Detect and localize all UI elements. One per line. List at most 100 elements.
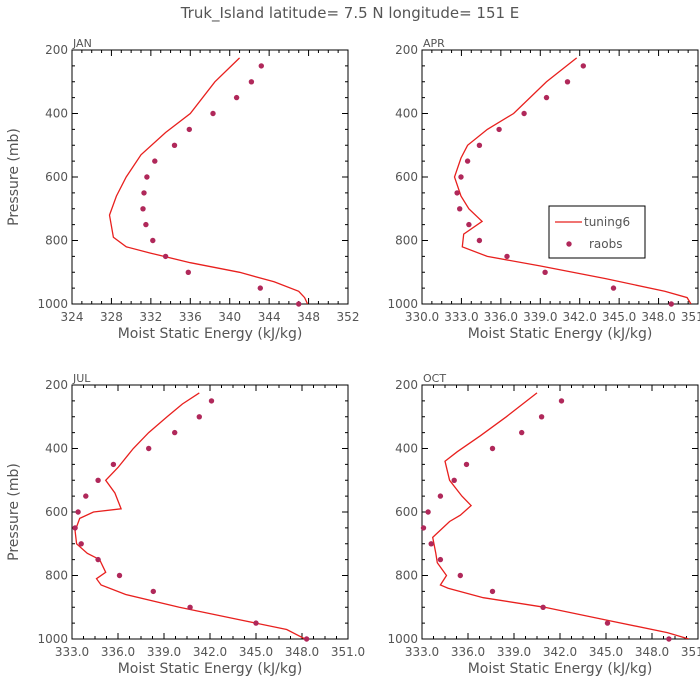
jan-xtick-label: 328 <box>100 310 123 324</box>
jul-xtick-label: 348.0 <box>285 645 319 659</box>
jul-y-axis-label: Pressure (mb) <box>6 463 22 561</box>
jan-point-raobs <box>186 126 192 133</box>
jan-ytick-label: 1000 <box>37 297 68 311</box>
oct-ytick-label: 1000 <box>387 632 418 646</box>
jul-line-tuning6 <box>74 392 306 639</box>
jan-point-raobs <box>162 253 169 260</box>
oct-xtick-label: 333.0 <box>405 645 439 659</box>
oct-point-raobs <box>437 556 444 563</box>
oct-point-raobs <box>463 461 470 468</box>
oct-point-raobs <box>420 525 427 531</box>
jul-x-axis-label: Moist Static Energy (kJ/kg) <box>118 661 303 677</box>
jan-xtick-label: 336 <box>179 310 202 324</box>
jul-point-raobs <box>253 620 259 626</box>
jul-ytick-label: 200 <box>45 378 68 392</box>
apr-point-raobs <box>542 269 548 275</box>
oct-point-raobs <box>489 588 496 595</box>
figure-title: Truk_Island latitude= 7.5 N longitude= 1… <box>180 4 520 23</box>
apr-point-raobs <box>564 79 571 85</box>
apr-point-raobs <box>476 237 483 244</box>
oct-xtick-label: 351.0 <box>681 645 700 659</box>
apr-ytick-label: 600 <box>395 170 418 184</box>
jul-plot-frame <box>71 384 349 640</box>
oct-point-raobs <box>428 541 434 547</box>
apr-xtick-label: 333.0 <box>444 310 478 324</box>
jan-point-raobs <box>140 206 146 212</box>
oct-point-raobs <box>666 636 672 642</box>
legend-obs-label: raobs <box>589 237 623 251</box>
oct-point-raobs <box>489 445 496 452</box>
jul-point-raobs <box>95 477 101 483</box>
apr-panel-title: APR <box>423 37 445 50</box>
oct-point-raobs <box>425 509 431 515</box>
jan-line-tuning6 <box>108 57 309 304</box>
apr-xtick-label: 348.0 <box>641 310 675 324</box>
apr-xtick-label: 336.0 <box>484 310 518 324</box>
jan-point-raobs <box>233 94 240 101</box>
apr-point-raobs <box>496 126 502 133</box>
oct-ytick-label: 400 <box>395 442 418 456</box>
oct-xtick-label: 339.0 <box>497 645 531 659</box>
legend-marker-swatch <box>566 241 572 247</box>
jul-xtick-label: 333.0 <box>55 645 89 659</box>
jul-point-raobs <box>172 429 178 436</box>
apr-line-tuning6 <box>453 57 692 304</box>
jul-xtick-label: 339.0 <box>147 645 181 659</box>
jul-point-raobs <box>75 509 81 515</box>
jan-point-raobs <box>150 237 156 244</box>
apr-point-raobs <box>543 94 550 101</box>
jan-panel-title: JAN <box>72 37 92 50</box>
jul-xtick-label: 342.0 <box>193 645 227 659</box>
oct-xtick-label: 345.0 <box>589 645 623 659</box>
apr-ytick-label: 200 <box>395 43 418 57</box>
oct-x-axis-label: Moist Static Energy (kJ/kg) <box>468 661 653 677</box>
legend-model-label: tuning6 <box>584 215 630 229</box>
oct-ytick-label: 800 <box>395 569 418 583</box>
oct-point-raobs <box>604 620 611 626</box>
jan-ytick-label: 200 <box>45 43 68 57</box>
apr-xtick-label: 345.0 <box>602 310 636 324</box>
oct-ytick-label: 600 <box>395 505 418 519</box>
apr-point-raobs <box>458 174 464 180</box>
oct-point-raobs <box>457 572 463 579</box>
apr-x-axis-label: Moist Static Energy (kJ/kg) <box>468 326 653 342</box>
jan-point-raobs <box>210 110 216 117</box>
jan-point-raobs <box>257 285 263 291</box>
oct-point-raobs <box>451 477 457 483</box>
legend-box <box>548 205 646 259</box>
apr-point-raobs <box>668 301 674 307</box>
jan-ytick-label: 800 <box>45 234 68 248</box>
oct-ytick-label: 200 <box>395 378 418 392</box>
jul-point-raobs <box>78 541 84 547</box>
apr-point-raobs <box>466 221 472 228</box>
jul-point-raobs <box>116 572 123 579</box>
jul-point-raobs <box>83 493 89 499</box>
apr-xtick-label: 330.0 <box>405 310 439 324</box>
jul-ytick-label: 1000 <box>37 632 68 646</box>
jul-panel-title: JUL <box>72 372 91 385</box>
apr-point-raobs <box>521 110 527 117</box>
jan-point-raobs <box>141 190 147 196</box>
jan-point-raobs <box>248 79 255 85</box>
jul-ytick-label: 400 <box>45 442 68 456</box>
jan-xtick-label: 344 <box>258 310 281 324</box>
apr-point-raobs <box>610 285 617 291</box>
oct-xtick-label: 336.0 <box>451 645 485 659</box>
jul-point-raobs <box>110 461 117 468</box>
apr-ytick-label: 400 <box>395 107 418 121</box>
jan-xtick-label: 324 <box>61 310 84 324</box>
apr-xtick-label: 351.0 <box>681 310 700 324</box>
oct-panel-title: OCT <box>423 372 446 385</box>
jul-xtick-label: 345.0 <box>239 645 273 659</box>
jan-point-raobs <box>185 269 191 275</box>
apr-point-raobs <box>504 253 510 260</box>
jan-point-raobs <box>143 221 149 228</box>
apr-xtick-label: 342.0 <box>563 310 597 324</box>
oct-point-raobs <box>519 429 525 436</box>
jul-xtick-label: 351.0 <box>331 645 365 659</box>
apr-point-raobs <box>476 142 483 148</box>
jul-ytick-label: 600 <box>45 505 68 519</box>
jan-xtick-label: 340 <box>218 310 241 324</box>
apr-point-raobs <box>580 63 586 69</box>
